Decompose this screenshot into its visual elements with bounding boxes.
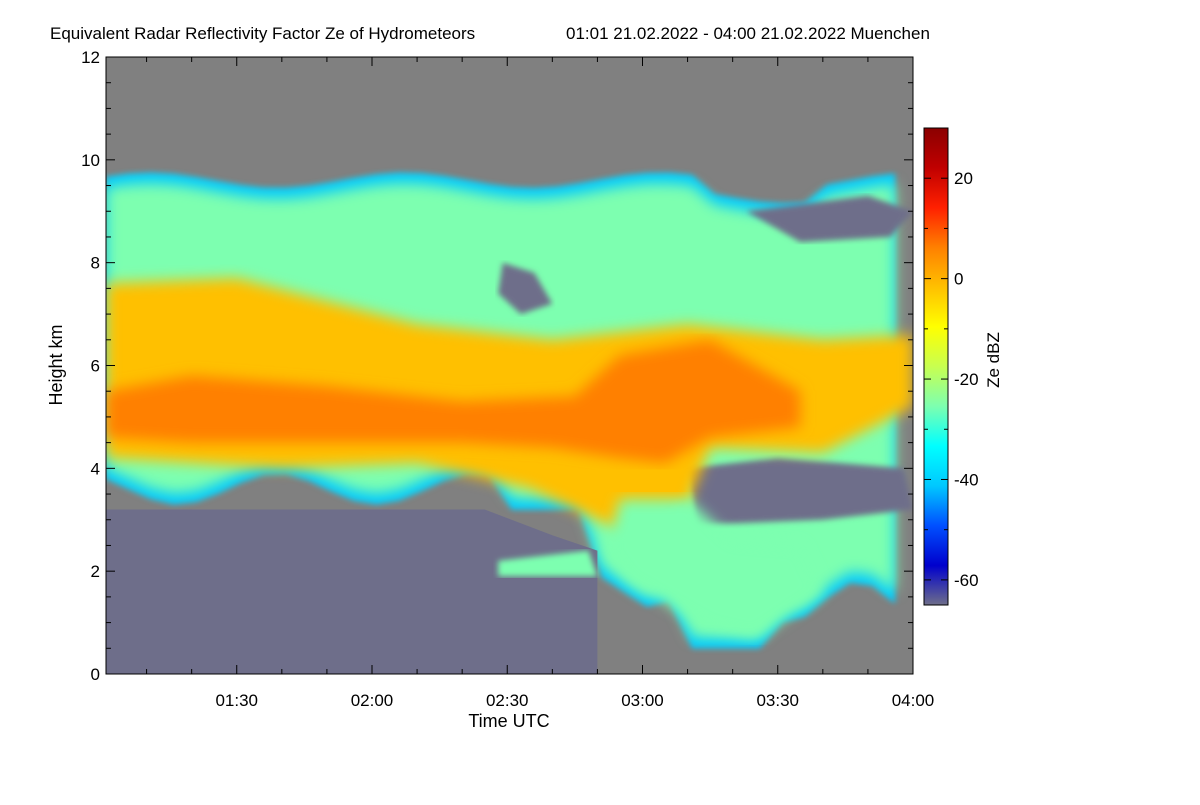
y-tick-label: 6 bbox=[91, 357, 100, 376]
y-axis: 0 2 4 6 8 10 12 bbox=[81, 48, 913, 684]
x-tick-label: 01:30 bbox=[215, 691, 258, 710]
clear-air-gap bbox=[746, 195, 913, 243]
colorbar-tick-label: 20 bbox=[954, 169, 973, 188]
x-tick-label: 02:00 bbox=[351, 691, 394, 710]
y-tick-label: 12 bbox=[81, 48, 100, 67]
x-tick-label: 03:30 bbox=[756, 691, 799, 710]
colorbar-ticks: 20 0 -20 -40 -60 bbox=[924, 127, 979, 590]
echo-orange-core bbox=[106, 339, 801, 464]
colorbar-tick-label: -40 bbox=[954, 470, 979, 489]
y-tick-label: 10 bbox=[81, 151, 100, 170]
chart-title: Equivalent Radar Reflectivity Factor Ze … bbox=[50, 24, 475, 43]
y-tick-label: 0 bbox=[91, 665, 100, 684]
x-axis-label: Time UTC bbox=[468, 711, 549, 731]
colorbar-tick-label: 0 bbox=[954, 270, 963, 289]
clear-air-gap bbox=[687, 458, 913, 525]
clear-air-lower bbox=[106, 509, 598, 674]
colorbar-tick-label: -60 bbox=[954, 571, 979, 590]
x-axis: 01:30 02:00 02:30 03:00 03:30 04:00 bbox=[146, 57, 935, 710]
y-axis-label: Height km bbox=[46, 324, 66, 405]
x-tick-label: 04:00 bbox=[892, 691, 935, 710]
colorbar-tick-label: -20 bbox=[954, 370, 979, 389]
echo-layer bbox=[106, 172, 913, 674]
x-tick-label: 02:30 bbox=[486, 691, 529, 710]
colorbar bbox=[923, 127, 949, 606]
clear-air-gap bbox=[498, 262, 553, 315]
echo-low-isolated bbox=[498, 550, 598, 577]
y-tick-label: 8 bbox=[91, 254, 100, 273]
y-tick-label: 2 bbox=[91, 562, 100, 581]
echo-precip-shaft bbox=[606, 499, 823, 638]
y-tick-label: 4 bbox=[91, 459, 100, 478]
chart-subtitle: 01:01 21.02.2022 - 04:00 21.02.2022 Muen… bbox=[566, 24, 930, 43]
colorbar-label: Ze dBZ bbox=[984, 332, 1003, 388]
x-tick-label: 03:00 bbox=[621, 691, 664, 710]
